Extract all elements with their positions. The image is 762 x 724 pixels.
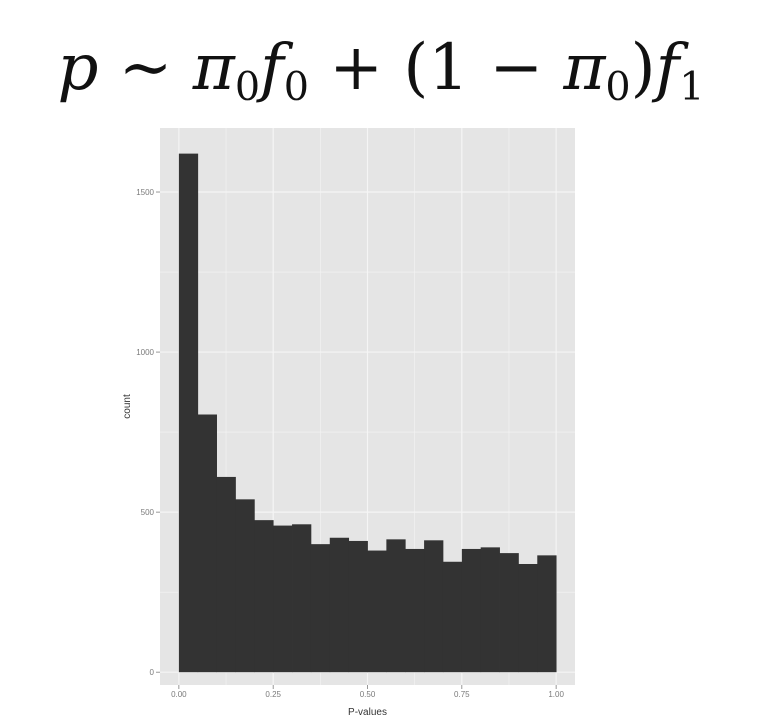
histogram-bar (386, 539, 406, 673)
mixture-formula: p ∼ π0f0 + (1 − π0)f1 (0, 18, 762, 118)
y-axis-ticks: 0 500 1000 1500 (136, 188, 160, 677)
x-tick-label: 0.25 (265, 690, 281, 699)
histogram-bar (254, 520, 274, 673)
x-tick-label: 0.50 (360, 690, 376, 699)
y-tick-label: 500 (141, 508, 155, 517)
formula-sub-b: 0 (283, 64, 309, 111)
formula-sub-d: 1 (679, 64, 705, 111)
formula-open-paren: ( (403, 31, 429, 105)
formula-one: 1 (428, 31, 469, 105)
histogram-bar (518, 563, 538, 673)
y-tick-label: 0 (150, 668, 155, 677)
histogram-bar (197, 414, 217, 673)
y-axis-title: count (122, 394, 133, 419)
histogram-bars (178, 153, 557, 673)
x-axis-ticks: 0.00 0.25 0.50 0.75 1.00 (171, 685, 564, 699)
histogram-bar (537, 555, 557, 673)
formula-sub-a: 0 (234, 64, 261, 111)
histogram-bar (235, 499, 255, 673)
histogram-bar (273, 525, 293, 673)
histogram-bar (405, 548, 425, 673)
formula-f-b: f (655, 31, 680, 105)
histogram-bar (348, 540, 368, 673)
formula-close-paren: ) (630, 31, 656, 105)
x-tick-label: 0.00 (171, 690, 187, 699)
histogram-bar (329, 537, 350, 673)
formula-pi-b: π (563, 31, 606, 105)
histogram-bar (216, 476, 236, 673)
formula-sim: ∼ (118, 31, 173, 105)
y-tick-label: 1000 (136, 348, 154, 357)
histogram-bar (499, 553, 519, 673)
histogram-bar (442, 561, 463, 673)
histogram-bar (292, 524, 312, 673)
formula-minus: − (489, 31, 543, 105)
formula-sub-c: 0 (605, 64, 631, 111)
formula-pi-a: π (192, 31, 235, 105)
histogram-bar (424, 540, 444, 673)
x-tick-label: 0.75 (454, 690, 470, 699)
x-axis-title: P-values (348, 707, 387, 718)
x-tick-label: 1.00 (548, 690, 564, 699)
formula-plus: + (329, 31, 383, 105)
formula-p: p (57, 31, 99, 105)
histogram-bar (480, 547, 500, 673)
histogram-bar (178, 153, 199, 673)
formula-f-a: f (260, 31, 284, 105)
histogram-bar (367, 550, 387, 673)
histogram-bar (461, 548, 482, 673)
histogram-bar (310, 544, 331, 673)
y-tick-label: 1500 (136, 188, 154, 197)
